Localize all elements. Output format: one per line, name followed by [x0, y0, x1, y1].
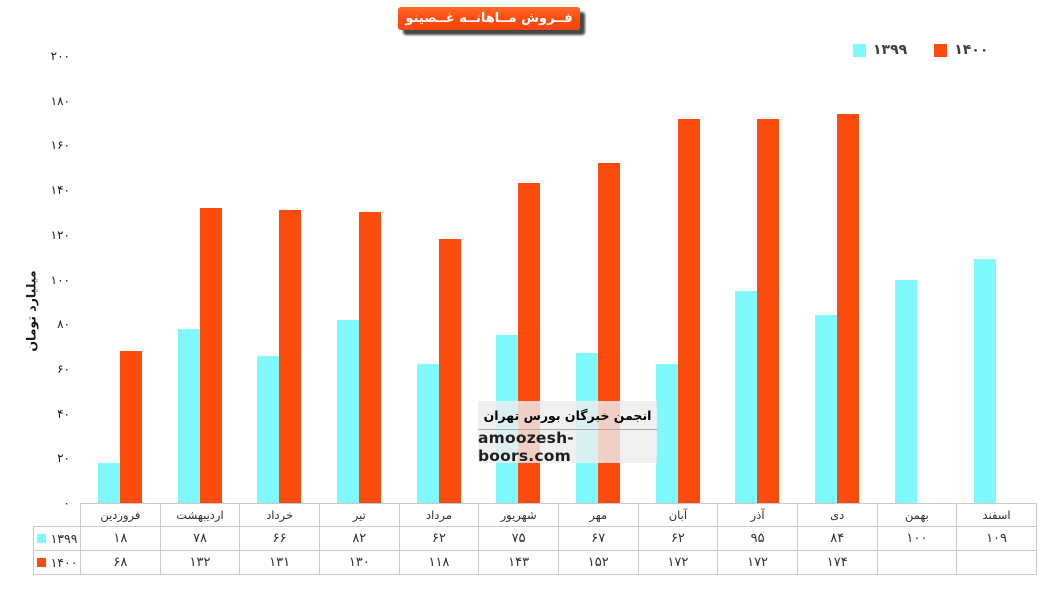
value-cell-1399-m4: ۸۲ [318, 526, 400, 551]
value-cell-1400-m3: ۱۳۱ [239, 550, 320, 575]
value-cell-1399-m9: ۹۵ [717, 526, 798, 551]
y-tick-120: ۱۲۰ [50, 227, 70, 242]
value-cell-1400-m10: ۱۷۴ [796, 550, 878, 575]
month-header-4: تیر [318, 503, 400, 527]
legend-swatch-1400-icon [934, 43, 948, 57]
month-header-10: دی [796, 503, 878, 527]
month-header-7: مهر [557, 503, 639, 527]
row-label-1399: ۱۳۹۹ [33, 526, 81, 551]
legend-label-1399: ۱۳۹۹ [873, 42, 908, 58]
bar-1399-m3 [257, 355, 280, 503]
row-year-label: ۱۴۰۰ [50, 555, 78, 570]
bar-1400-m9 [757, 118, 780, 503]
bar-1400-m8 [677, 118, 700, 503]
legend-item-1399: ۱۳۹۹ [853, 42, 907, 58]
value-cell-1399-m6: ۷۵ [478, 526, 559, 551]
value-cell-1400-m5: ۱۱۸ [398, 550, 480, 575]
bar-1399-m8 [655, 364, 678, 503]
y-tick-60: ۶۰ [57, 361, 70, 376]
watermark: انجمن خبرگان بورس تهران amoozesh-boors.c… [478, 401, 657, 465]
month-header-11: بهمن [876, 503, 958, 527]
bar-1399-m12 [974, 259, 997, 503]
bar-1400-m2 [199, 207, 222, 503]
month-header-2: اردیبهشت [159, 503, 241, 527]
watermark-persian-text: انجمن خبرگان بورس تهران [478, 401, 657, 430]
month-header-9: آذر [717, 503, 798, 527]
value-cell-1400-m1: ۶۸ [80, 550, 161, 575]
legend-item-1400: ۱۴۰۰ [934, 42, 988, 58]
y-tick-80: ۸۰ [57, 317, 70, 332]
month-header-8: آبان [637, 503, 719, 527]
table-row-1400: ۱۴۰۰ ۶۸ ۱۳۲ ۱۳۱ ۱۳۰ ۱۱۸ ۱۴۳ ۱۵۲ ۱۷۲ ۱۷۲ ۱۷۴ [33, 550, 1037, 575]
month-header-5: مرداد [398, 503, 480, 527]
bar-1399-m5 [416, 364, 439, 503]
value-cell-1399-m10: ۸۴ [796, 526, 878, 551]
y-tick-0: ۰ [63, 496, 70, 510]
chart-title-text: فــروش مــاهانــه غــصینو [405, 11, 573, 26]
value-cell-1400-m7: ۱۵۲ [557, 550, 639, 575]
legend-label-1400: ۱۴۰۰ [954, 42, 989, 58]
value-cell-1399-m3: ۶۶ [239, 526, 320, 551]
value-cell-1399-m1: ۱۸ [80, 526, 161, 551]
value-cell-1399-m8: ۶۲ [637, 526, 719, 551]
row-swatch-icon [36, 558, 46, 567]
data-table: فروردین اردیبهشت خرداد تیر مرداد شهریور مهر آبا… [33, 503, 1037, 575]
month-header-12: اسفند [956, 503, 1037, 527]
row-year-label: ۱۳۹۹ [50, 531, 78, 546]
value-cell-1399-m2: ۷۸ [159, 526, 241, 551]
month-header-6: شهریور [478, 503, 559, 527]
y-tick-180: ۱۸۰ [50, 93, 70, 108]
month-header-3: خرداد [239, 503, 320, 527]
value-cell-1400-m8: ۱۷۲ [637, 550, 719, 575]
bar-1400-m3 [279, 210, 302, 503]
chart-title-box: فــروش مــاهانــه غــصینو [398, 7, 580, 30]
y-tick-20: ۲۰ [57, 451, 70, 466]
table-corner-cell [34, 504, 81, 527]
legend-swatch-1399-icon [853, 43, 866, 57]
row-swatch-icon [36, 534, 46, 543]
value-cell-1399-m12: ۱۰۹ [956, 526, 1037, 551]
table-header-row: فروردین اردیبهشت خرداد تیر مرداد شهریور مهر آبا… [34, 503, 1037, 527]
bar-1400-m4 [358, 212, 381, 503]
bar-1399-m1 [97, 462, 120, 503]
bar-1399-m2 [177, 328, 200, 503]
bar-1400-m1 [119, 351, 142, 503]
value-cell-1400-m4: ۱۳۰ [318, 550, 400, 575]
bar-1400-m10 [836, 114, 859, 503]
y-tick-160: ۱۶۰ [50, 138, 70, 153]
y-tick-200: ۲۰۰ [50, 49, 70, 63]
value-cell-1400-m6: ۱۴۳ [478, 550, 559, 575]
bar-1399-m10 [814, 315, 837, 503]
value-cell-1400-m9: ۱۷۲ [717, 550, 798, 575]
bar-1399-m9 [735, 290, 758, 503]
value-cell-1399-m11: ۱۰۰ [876, 526, 958, 551]
table-row-1399: ۱۳۹۹ ۱۸ ۷۸ ۶۶ ۸۲ ۶۲ ۷۵ ۶۷ ۶۲ ۹۵ ۸۴ ۱۰۰ ۱۰۹ [33, 526, 1037, 551]
legend: ۱۳۹۹ ۱۴۰۰ [853, 42, 988, 58]
value-cell-1400-m12 [956, 550, 1037, 575]
month-header-1: فروردین [80, 503, 161, 527]
value-cell-1400-m2: ۱۳۲ [159, 550, 241, 575]
y-tick-40: ۴۰ [57, 406, 70, 421]
bar-1399-m11 [894, 279, 917, 503]
y-tick-140: ۱۴۰ [50, 183, 70, 198]
bar-1400-m5 [438, 239, 461, 503]
y-tick-100: ۱۰۰ [50, 272, 70, 287]
value-cell-1399-m5: ۶۲ [398, 526, 480, 551]
value-cell-1399-m7: ۶۷ [557, 526, 639, 551]
bar-1399-m4 [336, 319, 359, 503]
value-cell-1400-m11 [876, 550, 958, 575]
row-label-1400: ۱۴۰۰ [33, 550, 81, 575]
watermark-domain-text: amoozesh-boors.com [478, 428, 574, 465]
